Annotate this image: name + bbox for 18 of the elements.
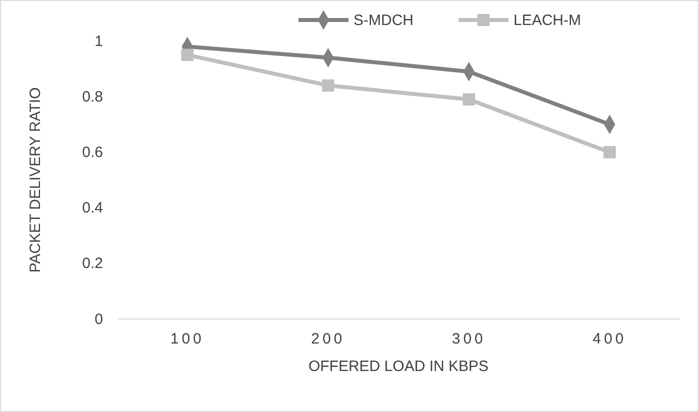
y-tick-label: 0.4	[82, 200, 103, 217]
legend-label: LEACH-M	[514, 12, 582, 29]
x-tick-label: 300	[452, 330, 486, 348]
y-axis-title: PACKET DELIVERY RATIO	[27, 87, 44, 273]
legend-label: S-MDCH	[354, 12, 414, 29]
point	[462, 93, 475, 106]
point	[604, 146, 616, 158]
x-tick-label: 400	[592, 330, 627, 348]
point	[322, 79, 334, 92]
y-tick-label: 1	[94, 32, 103, 50]
x-axis-title: OFFERED LOAD IN KBPS	[308, 358, 489, 375]
y-tick-label: 0.2	[82, 255, 103, 272]
x-tick-label: 200	[311, 330, 346, 348]
y-tick-label: 0.8	[82, 88, 103, 106]
y-tick-label: 0	[94, 310, 103, 328]
x-tick-label: 100	[170, 330, 204, 348]
point	[181, 48, 194, 62]
y-tick-label: 0.6	[82, 144, 103, 161]
